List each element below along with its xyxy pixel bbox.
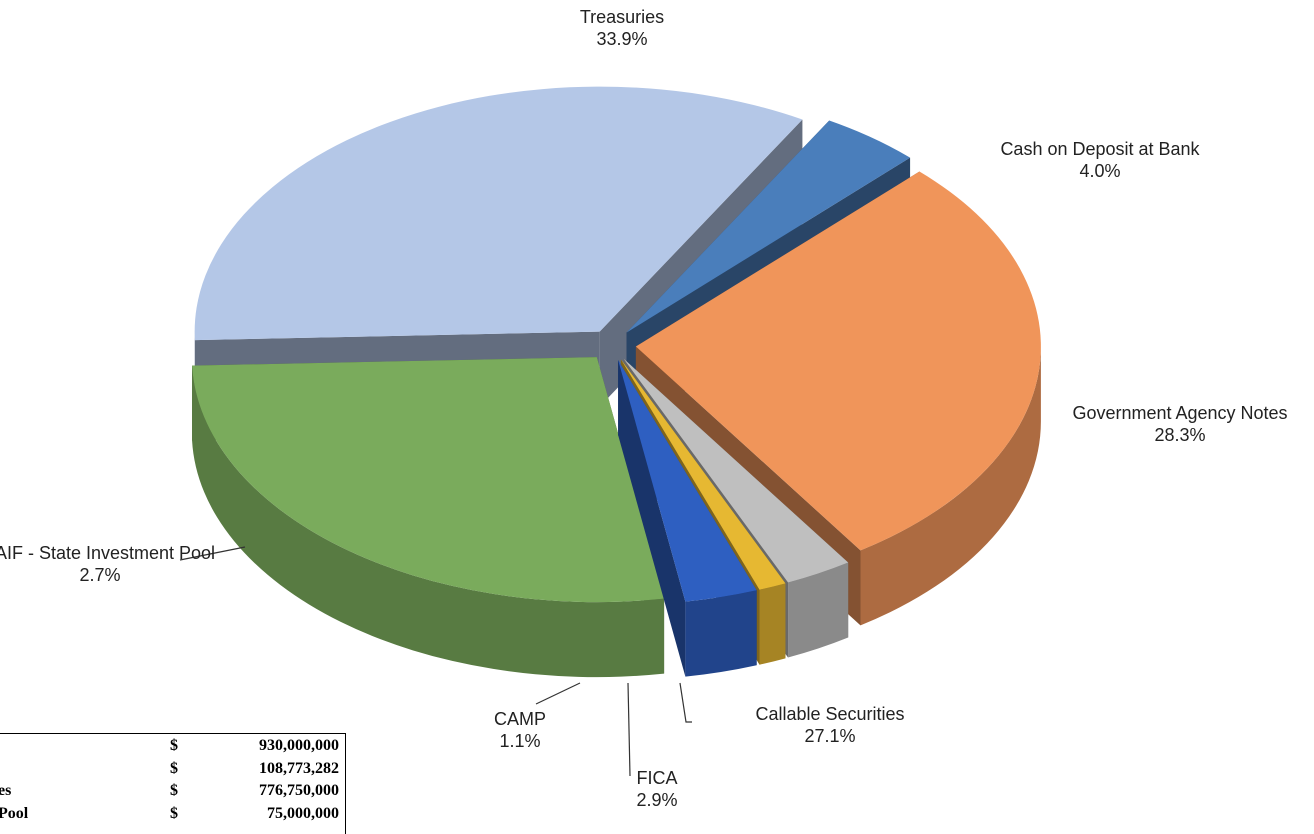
- table-row: $930,000,000: [0, 734, 345, 757]
- slice-percent: 27.1%: [705, 725, 955, 747]
- page: {"chart_data": {"type": "pie", "categori…: [0, 0, 1314, 817]
- table-row: es $776,750,000: [0, 779, 345, 802]
- table-row: Pool $75,000,000: [0, 802, 345, 825]
- leader-line: [680, 683, 692, 722]
- slice-side: [685, 590, 756, 676]
- slice-percent: 1.1%: [494, 730, 546, 752]
- row-label: Pool: [0, 805, 28, 823]
- amount: 776,750,000: [259, 782, 339, 800]
- row-label: es: [0, 782, 11, 800]
- slice-name: Callable Securities: [705, 703, 955, 725]
- slice-percent: 28.3%: [1072, 424, 1287, 446]
- slice-name: FICA: [636, 767, 677, 789]
- slice-name: Government Agency Notes: [1072, 402, 1287, 424]
- leader-line: [628, 683, 630, 776]
- pie: [192, 87, 1041, 677]
- slice-percent: 2.9%: [636, 789, 677, 811]
- slice-name: Cash on Deposit at Bank: [1000, 138, 1199, 160]
- amount: 930,000,000: [259, 737, 339, 755]
- currency: $: [170, 760, 178, 778]
- leader-line: [536, 683, 580, 704]
- currency: $: [170, 782, 178, 800]
- slice: [192, 357, 664, 677]
- slice-name: LAIF - State Investment Pool: [0, 542, 215, 564]
- amount: 108,773,282: [259, 760, 339, 778]
- slice-name: Treasuries: [580, 6, 664, 28]
- slice-percent: 4.0%: [1000, 160, 1199, 182]
- slice-percent: 33.9%: [580, 28, 664, 50]
- slice-percent: 2.7%: [0, 564, 215, 586]
- amount: 75,000,000: [267, 805, 339, 823]
- currency: $: [170, 737, 178, 755]
- table-row: $108,773,282: [0, 757, 345, 780]
- slice-side: [760, 583, 786, 664]
- currency: $: [170, 805, 178, 823]
- slice-name: CAMP: [494, 708, 546, 730]
